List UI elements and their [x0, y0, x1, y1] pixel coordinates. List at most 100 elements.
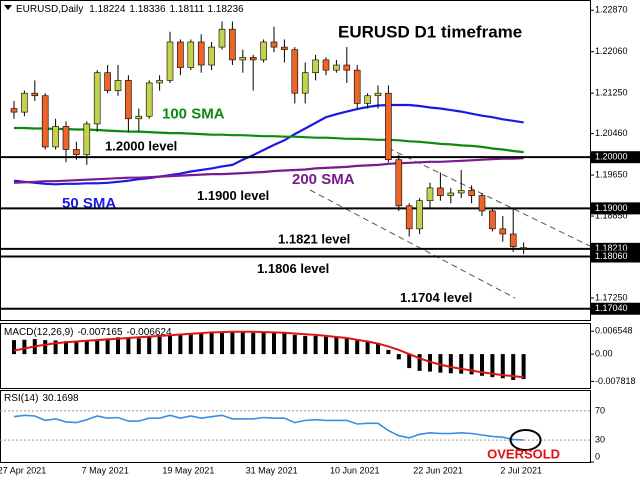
y-tick-label: 0.006548: [595, 326, 633, 336]
level-box-label: 1.18060: [595, 251, 628, 261]
high: 1.18336: [129, 4, 166, 15]
macd-bar: [105, 338, 110, 355]
chart-title: EURUSD D1 timeframe: [338, 22, 522, 41]
macd-bar: [292, 334, 297, 355]
candle-body: [239, 57, 247, 61]
macd-bar: [136, 338, 141, 355]
macd-bar: [417, 354, 422, 371]
candle-body: [145, 82, 153, 117]
candle-body: [177, 41, 184, 68]
macd-bar: [428, 354, 432, 372]
x-tick-label: 19 May 2021: [162, 465, 214, 475]
macd-bar: [303, 335, 308, 355]
macd-bar: [272, 332, 276, 355]
y-tick-label: 1.22870: [595, 5, 628, 15]
macd-bar: [12, 340, 16, 355]
macd-bar: [43, 340, 48, 355]
macd-bar: [84, 341, 89, 355]
candle-body: [520, 247, 527, 249]
candle-body: [270, 41, 278, 48]
candle-body: [468, 190, 475, 196]
macd-bar: [511, 354, 516, 380]
candle-body: [41, 95, 49, 148]
candle-body: [395, 159, 403, 207]
candle-body: [333, 64, 340, 71]
rsi-frame: [0, 390, 591, 463]
x-tick-label: 22 Jun 2021: [413, 465, 463, 475]
macd-bar: [147, 337, 152, 355]
macd-bar: [344, 337, 349, 355]
macd-bar: [355, 340, 360, 355]
candle-body: [416, 200, 423, 230]
macd-bar: [459, 354, 464, 374]
macd-bar: [64, 341, 68, 355]
macd-bar: [157, 336, 162, 355]
candle-body: [104, 72, 111, 91]
x-tick-label: 2 Jul 2021: [500, 465, 542, 475]
ma-label: 200 SMA: [292, 171, 355, 188]
macd-bar: [386, 349, 391, 355]
candle-body: [437, 187, 444, 196]
macd-bar: [22, 339, 27, 355]
candle-body: [385, 92, 392, 161]
macd-bar: [324, 336, 328, 355]
candle-body: [281, 46, 288, 50]
macd-bar: [116, 337, 120, 355]
candle-body: [156, 80, 163, 84]
candle-body: [489, 210, 496, 230]
level-box: [591, 302, 640, 315]
moving-average: [14, 126, 524, 154]
macd-bar: [407, 354, 412, 369]
macd-value: -0.007165: [77, 327, 122, 338]
level-box: [591, 202, 640, 215]
x-tick-label: 31 May 2021: [246, 465, 298, 475]
candle-body: [10, 108, 18, 113]
signal-line: [13, 330, 524, 379]
x-tick-label: 7 May 2021: [82, 465, 129, 475]
macd-bar: [53, 340, 58, 355]
candle-body: [62, 126, 70, 150]
x-tick-label: 10 Jun 2021: [330, 465, 380, 475]
symbol-header: EURUSD,Daily 1.18224 1.18336 1.18111 1.18236: [16, 4, 244, 15]
open: 1.18224: [89, 4, 126, 15]
macd-bar: [220, 331, 224, 355]
macd-title: MACD(12,26,9): [4, 327, 73, 338]
candle-body: [405, 205, 413, 230]
macd-bar: [178, 334, 183, 355]
candle-body: [83, 123, 91, 155]
macd-bar: [251, 332, 256, 355]
candle-body: [93, 72, 101, 125]
macd-bar: [95, 339, 100, 355]
y-tick-label: 30: [595, 434, 605, 444]
main-frame: [0, 0, 591, 321]
candle-body: [166, 41, 174, 81]
candle-body: [229, 28, 236, 61]
macd-bar: [313, 335, 318, 355]
macd-bar: [396, 354, 401, 360]
macd-bar: [376, 342, 380, 355]
macd-header: MACD(12,26,9) -0.007165 -0.006624: [4, 327, 172, 338]
oversold-circle: [509, 428, 542, 451]
candle-body: [509, 233, 517, 248]
level-box-label: 1.18210: [595, 243, 628, 253]
y-tick-label: 1.20460: [595, 128, 628, 138]
level-box-label: 1.17040: [595, 303, 628, 313]
level-label: 1.1704 level: [400, 290, 472, 305]
candle-body: [499, 228, 507, 235]
level-label: 1.1806 level: [257, 261, 329, 276]
candle-body: [353, 69, 361, 104]
candle-body: [343, 64, 351, 71]
candle-body: [312, 59, 319, 74]
candle-body: [447, 192, 455, 196]
candle-body: [114, 80, 122, 91]
candle-body: [73, 149, 80, 155]
rsi-header: RSI(14) 30.1698: [4, 393, 79, 404]
level-label: 1.2000 level: [105, 139, 177, 154]
candle-body: [125, 80, 132, 120]
rsi-title: RSI(14): [4, 393, 38, 404]
macd-bar: [438, 354, 443, 373]
y-tick-label: 1.22060: [595, 46, 628, 56]
level-box: [591, 250, 640, 263]
y-tick-label: 0: [595, 451, 600, 461]
